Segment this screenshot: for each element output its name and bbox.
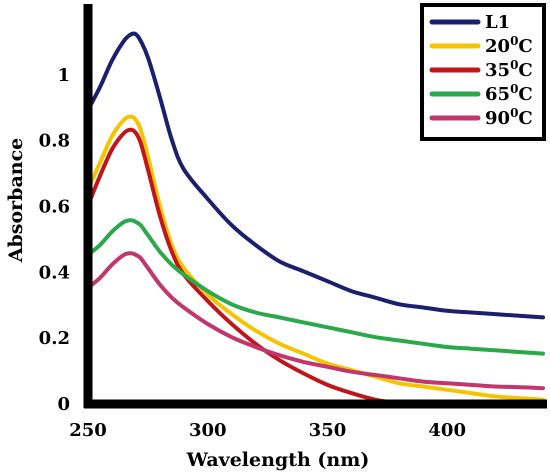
series-line-5 [86, 251, 545, 391]
y-tick-label: 0.8 [39, 131, 70, 152]
y-axis-title: Absorbance [5, 138, 27, 263]
y-tick-label: 0.6 [39, 197, 70, 218]
series-lines [86, 31, 545, 406]
series-line-3 [86, 127, 426, 406]
axes [83, 4, 547, 409]
series-line-1 [86, 31, 545, 320]
x-tick-label: 400 [428, 420, 466, 441]
x-tick-labels: 250 300 350 400 [69, 420, 466, 441]
legend-label: 900C [485, 106, 533, 129]
legend-label: 350C [485, 58, 533, 81]
legend-label: 650C [485, 82, 533, 105]
x-tick-label: 250 [69, 420, 107, 441]
series-line-4 [86, 218, 545, 356]
x-tick-label: 300 [189, 420, 227, 441]
y-tick-label: 1 [57, 65, 70, 86]
x-axis-title: Wavelength (nm) [186, 449, 370, 471]
legend-label: L1 [485, 12, 510, 33]
series-line-2 [86, 114, 545, 402]
y-tick-labels: 0 0.2 0.4 0.6 0.8 1 [39, 65, 70, 415]
legend-label: 200C [485, 34, 533, 57]
y-tick-label: 0.2 [39, 328, 70, 349]
y-tick-label: 0 [57, 394, 70, 415]
y-tick-label: 0.4 [39, 262, 70, 283]
x-tick-label: 350 [309, 420, 347, 441]
